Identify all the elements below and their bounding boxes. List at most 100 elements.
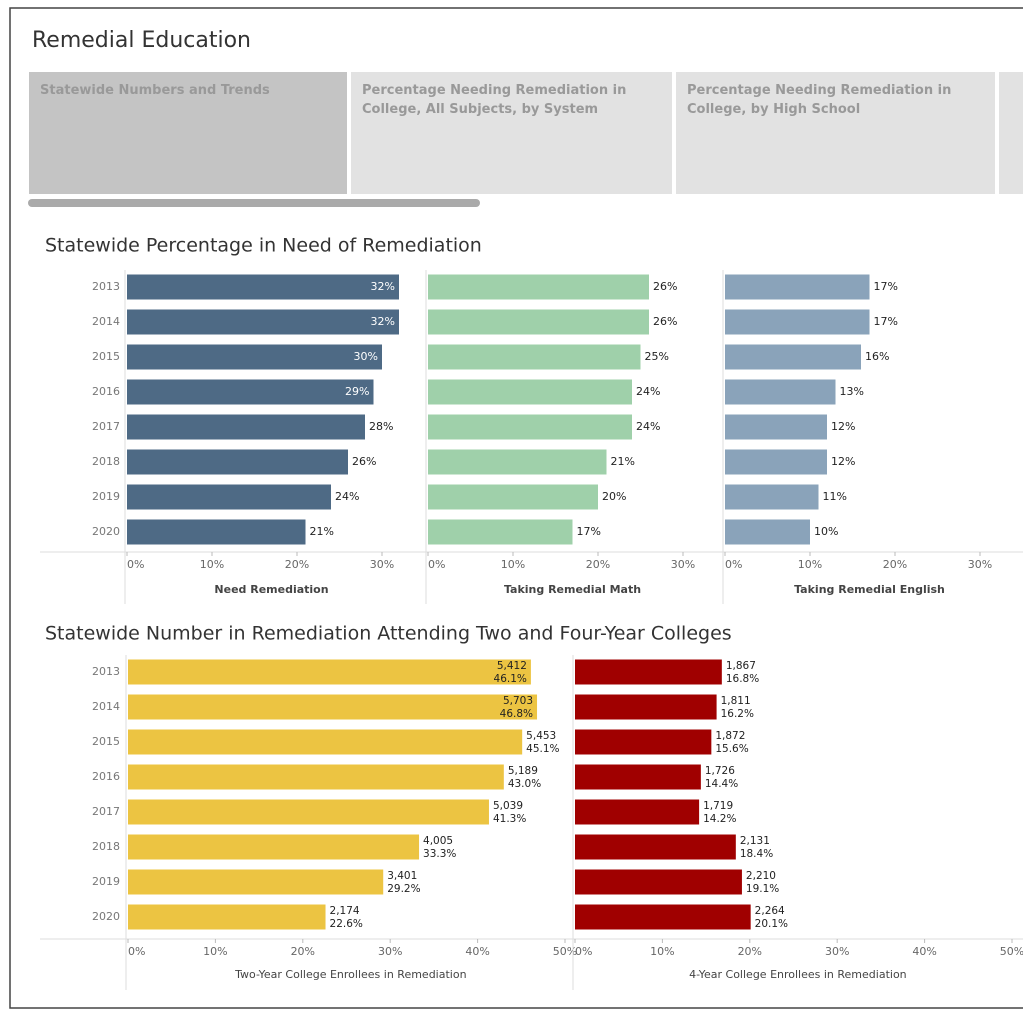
bar: [575, 904, 751, 930]
count-label: 1,872: [715, 730, 745, 742]
value-label: 25%: [645, 350, 669, 363]
x-axis-label: Taking Remedial English: [794, 583, 945, 596]
bar: [128, 799, 489, 825]
count-label: 5,453: [526, 730, 556, 742]
x-axis-label: Need Remediation: [214, 583, 328, 596]
bar: [725, 344, 861, 370]
count-label: 4,005: [423, 835, 453, 847]
count-label: 1,719: [703, 800, 733, 812]
value-label: 16.2%: [721, 708, 754, 720]
value-label: 21%: [611, 455, 635, 468]
year-label: 2019: [92, 875, 120, 888]
value-label: 26%: [653, 280, 677, 293]
bar: [127, 484, 331, 510]
x-tick-label: 20%: [738, 945, 762, 958]
bar: [428, 344, 641, 370]
year-label: 2015: [92, 735, 120, 748]
value-label: 26%: [653, 315, 677, 328]
value-label: 24%: [636, 385, 660, 398]
value-label: 32%: [371, 315, 395, 328]
value-label: 17%: [874, 280, 898, 293]
bar: [725, 414, 827, 440]
year-label: 2018: [92, 840, 120, 853]
value-label: 22.6%: [330, 918, 363, 930]
year-label: 2014: [92, 700, 120, 713]
x-tick-label: 20%: [586, 558, 610, 571]
bar: [127, 309, 399, 335]
value-label: 19.1%: [746, 883, 779, 895]
bar: [428, 309, 649, 335]
bar: [128, 729, 523, 755]
x-tick-label: 30%: [370, 558, 394, 571]
value-label: 15.6%: [715, 743, 748, 755]
count-label: 5,189: [508, 765, 538, 777]
value-label: 41.3%: [493, 813, 526, 825]
bar: [128, 904, 326, 930]
value-label: 46.1%: [494, 673, 527, 685]
bar: [725, 519, 810, 545]
value-label: 17%: [874, 315, 898, 328]
bar: [575, 834, 736, 860]
bar: [127, 274, 399, 300]
bar: [575, 799, 700, 825]
x-tick-label: 10%: [798, 558, 822, 571]
bar: [428, 274, 649, 300]
year-label: 2018: [92, 455, 120, 468]
count-label: 1,867: [726, 660, 756, 672]
tab[interactable]: [674, 70, 997, 196]
value-label: 12%: [831, 420, 855, 433]
bar: [428, 414, 632, 440]
count-label: 2,131: [740, 835, 770, 847]
x-tick-label: 30%: [968, 558, 992, 571]
x-tick-label: 10%: [501, 558, 525, 571]
value-label: 33.3%: [423, 848, 456, 860]
value-label: 43.0%: [508, 778, 541, 790]
x-tick-label: 0%: [127, 558, 144, 571]
value-label: 21%: [310, 525, 334, 538]
x-tick-label: 30%: [378, 945, 402, 958]
value-label: 20%: [602, 490, 626, 503]
value-label: 17%: [577, 525, 601, 538]
bar: [128, 694, 538, 720]
count-label: 1,726: [705, 765, 735, 777]
bar: [428, 519, 573, 545]
x-tick-label: 30%: [671, 558, 695, 571]
year-label: 2020: [92, 910, 120, 923]
value-label: 20.1%: [755, 918, 788, 930]
tab-label[interactable]: Percentage Needing Remediation in College…: [687, 83, 951, 117]
x-tick-label: 20%: [291, 945, 315, 958]
bar: [428, 449, 607, 475]
tab[interactable]: [997, 70, 1023, 196]
tab-label[interactable]: Statewide Numbers and Trends: [40, 83, 270, 98]
bar: [127, 449, 348, 475]
value-label: 24%: [636, 420, 660, 433]
value-label: 18.4%: [740, 848, 773, 860]
x-tick-label: 50%: [553, 945, 577, 958]
bar: [428, 484, 598, 510]
value-label: 14.4%: [705, 778, 738, 790]
bar: [128, 764, 504, 790]
value-label: 16.8%: [726, 673, 759, 685]
tab[interactable]: [349, 70, 674, 196]
x-tick-label: 40%: [465, 945, 489, 958]
value-label: 30%: [354, 350, 378, 363]
count-label: 2,210: [746, 870, 776, 882]
bar: [575, 659, 722, 685]
year-label: 2016: [92, 385, 120, 398]
x-tick-label: 0%: [428, 558, 445, 571]
value-label: 14.2%: [703, 813, 736, 825]
x-tick-label: 0%: [575, 945, 592, 958]
value-label: 16%: [865, 350, 889, 363]
bar: [128, 834, 420, 860]
bar: [128, 659, 531, 685]
year-label: 2017: [92, 420, 120, 433]
tab[interactable]: [27, 70, 349, 196]
bar: [127, 519, 306, 545]
year-label: 2020: [92, 525, 120, 538]
value-label: 10%: [814, 525, 838, 538]
tab-label[interactable]: Percentage Needing Remediation in College…: [362, 83, 626, 117]
bar: [127, 414, 365, 440]
x-tick-label: 10%: [200, 558, 224, 571]
